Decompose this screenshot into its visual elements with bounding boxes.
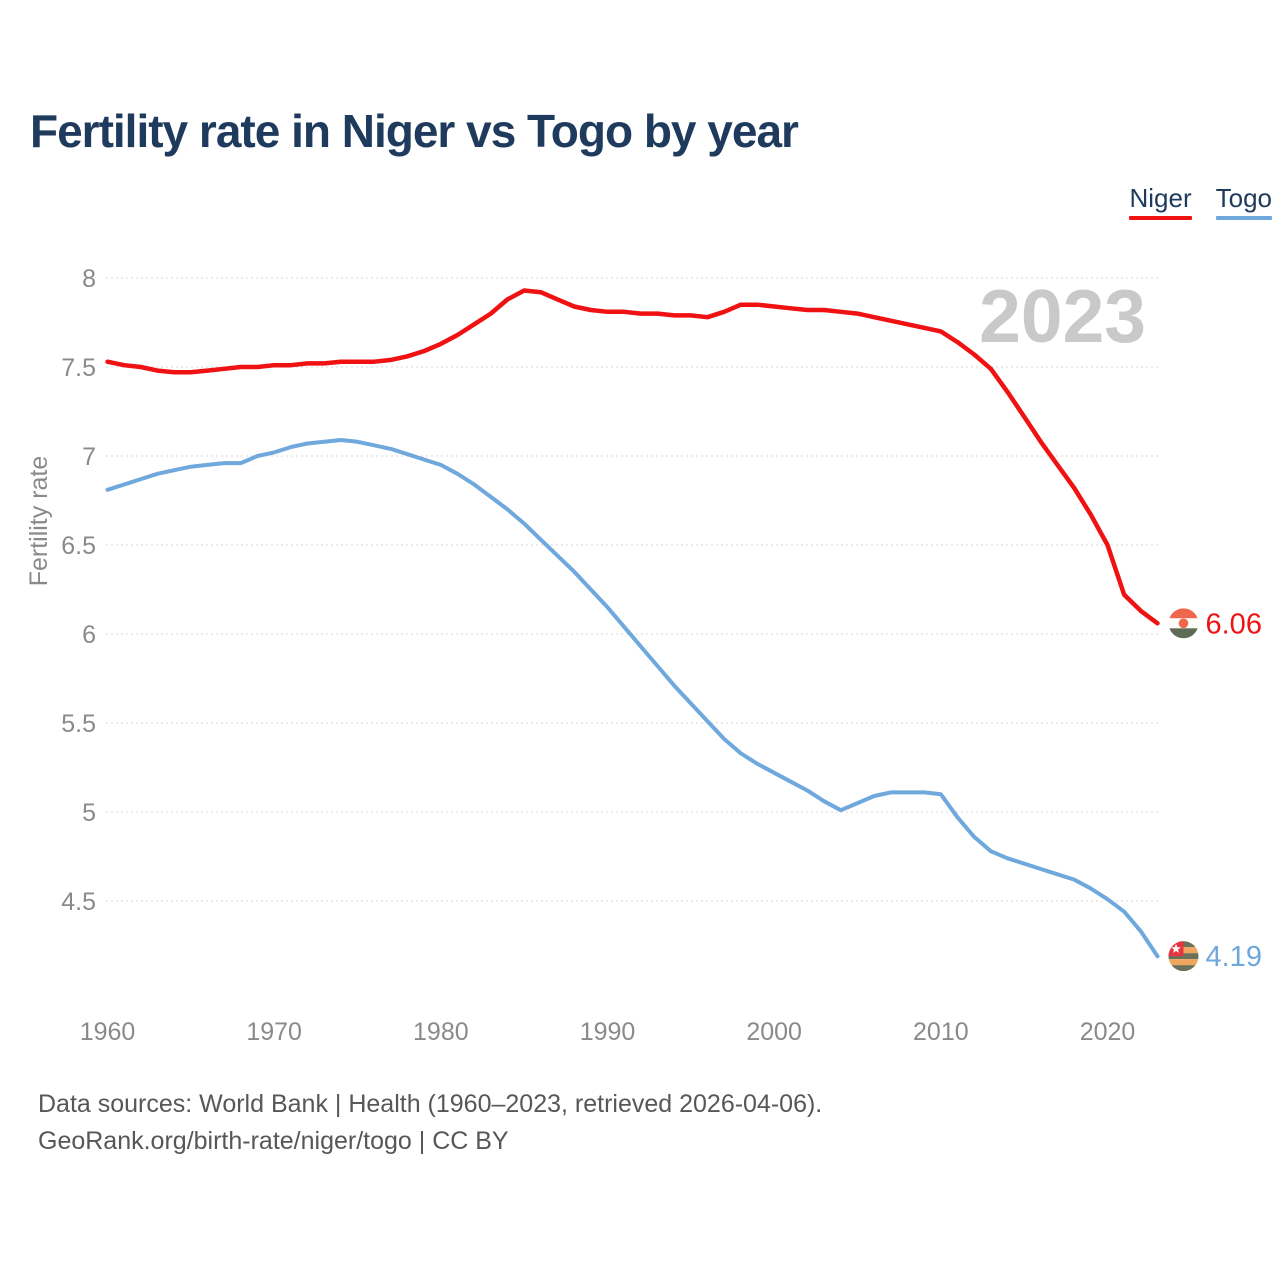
page-title: Fertility rate in Niger vs Togo by year [30,105,799,157]
gridlines-and-y-ticks: 4.5 5 5.5 6 6.5 7 7.5 8 [61,265,1160,916]
footer-sources: Data sources: World Bank | Health (1960–… [38,1090,823,1118]
y-tick-label: 5.5 [61,710,96,738]
legend-swatch-niger [1129,216,1192,220]
y-tick-label: 6 [82,621,96,649]
footer: Data sources: World Bank | Health (1960–… [38,1086,822,1160]
togo-line [105,438,1160,959]
y-tick-label: 5 [82,799,96,827]
x-axis-tick-labels: 1960 1970 1980 1990 2000 2010 2020 [80,1018,1136,1046]
togo-end-value: 4.19 [1206,941,1262,973]
y-tick-label: 6.5 [61,532,96,560]
legend-label-niger: Niger [1129,183,1192,213]
legend-label-togo: Togo [1215,183,1272,213]
footer-attribution: GeoRank.org/birth-rate/niger/togo | CC B… [38,1127,509,1155]
legend-item-niger[interactable]: Niger [1129,183,1192,220]
togo-flag-icon [1168,941,1199,972]
x-tick-label: 2020 [1080,1018,1136,1046]
year-watermark: 2023 [979,274,1146,358]
y-tick-label: 4.5 [61,888,96,916]
x-tick-label: 1960 [80,1018,136,1046]
y-tick-label: 8 [82,265,96,293]
y-axis-title: Fertility rate [25,456,53,587]
x-tick-label: 1980 [413,1018,469,1046]
y-tick-label: 7.5 [61,354,96,382]
legend: Niger Togo [1129,183,1272,220]
legend-item-togo[interactable]: Togo [1215,183,1272,220]
niger-flag-icon [1168,608,1199,639]
x-tick-label: 1990 [580,1018,636,1046]
x-tick-label: 2000 [746,1018,802,1046]
x-tick-label: 1970 [246,1018,302,1046]
y-tick-label: 7 [82,443,96,471]
series-lines [105,288,1160,959]
niger-line [105,288,1160,626]
x-tick-label: 2010 [913,1018,969,1046]
niger-end-value: 6.06 [1206,608,1262,640]
legend-swatch-togo [1215,216,1272,220]
